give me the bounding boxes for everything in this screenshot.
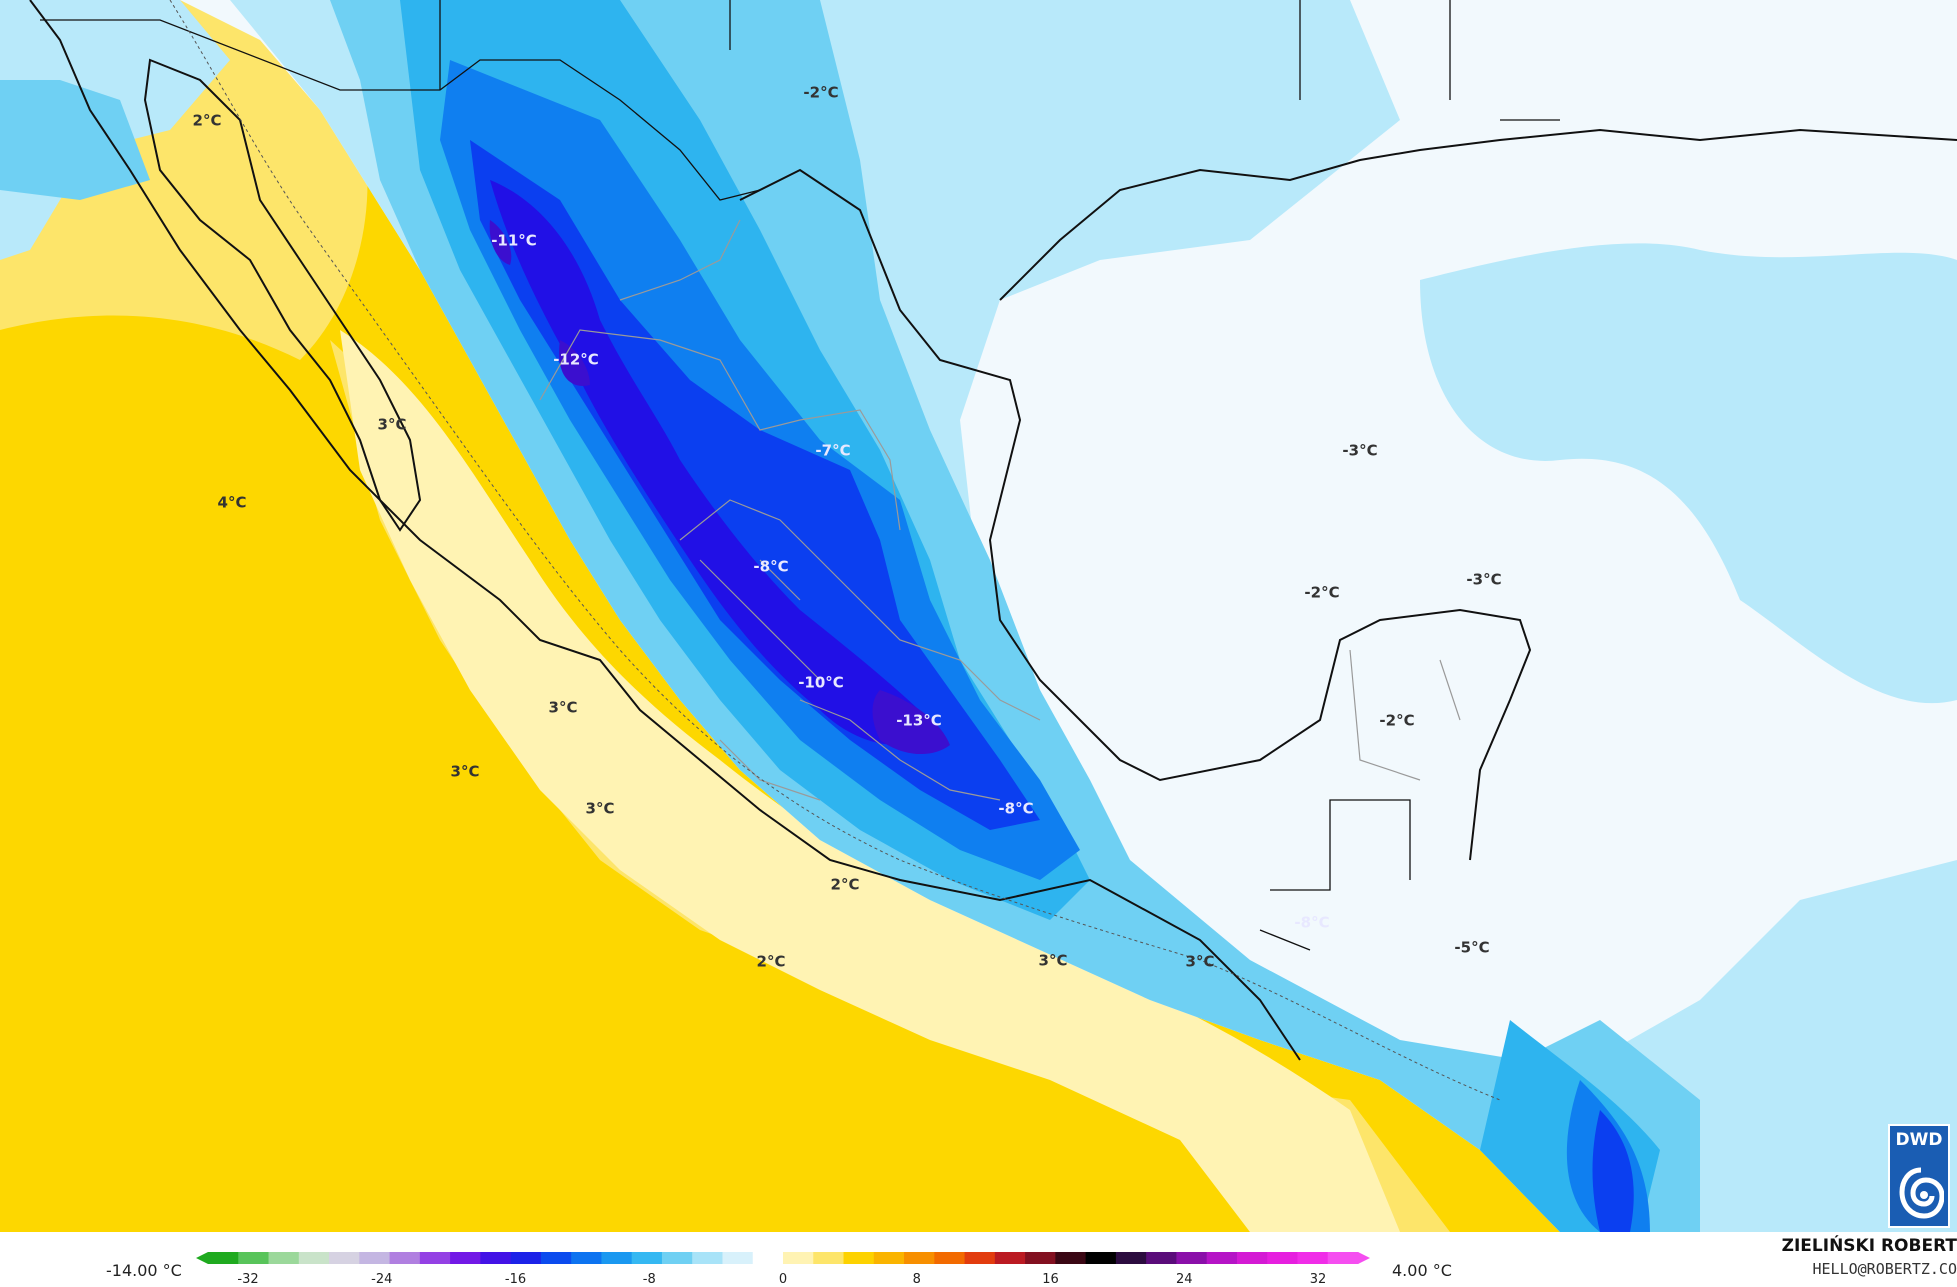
cold-field-5 — [440, 60, 1650, 1232]
temperature-label: -8°C — [1294, 914, 1329, 932]
temperature-label: 2°C — [757, 953, 786, 971]
mexico-state-borders — [539, 219, 1461, 801]
map-canvas: 2°C -2°C -11°C -12°C 3°C 4°C -7°C -3°C -8°C -2°C -… — [0, 0, 1957, 1232]
color-scale-swatch — [359, 1252, 391, 1264]
scale-tick-label: -24 — [371, 1272, 393, 1287]
temperature-label: -5°C — [1454, 939, 1489, 957]
temperature-label: -8°C — [998, 800, 1033, 818]
temperature-label: -10°C — [798, 674, 844, 692]
legend-max-label: 4.00 °C — [1392, 1261, 1452, 1280]
temperature-label: -3°C — [1342, 442, 1377, 460]
cold-core — [489, 220, 950, 755]
color-scale-swatch — [540, 1252, 572, 1264]
temperature-label: -2°C — [1379, 712, 1414, 730]
temperature-label: 3°C — [549, 699, 578, 717]
temperature-label: 3°C — [378, 416, 407, 434]
cold-field-7 — [490, 180, 940, 745]
color-scale-swatch — [1176, 1252, 1208, 1264]
color-scale-swatch — [298, 1252, 330, 1264]
color-scale-swatch — [783, 1252, 814, 1264]
temperature-label: -7°C — [815, 442, 850, 460]
scale-tick-label: 32 — [1309, 1272, 1327, 1287]
color-scale-swatch — [1025, 1252, 1056, 1264]
scale-tick-label: 24 — [1175, 1272, 1193, 1287]
color-scale-swatch — [1085, 1252, 1117, 1264]
scale-tick-label: 0 — [778, 1272, 788, 1287]
color-scale-swatch — [1297, 1252, 1329, 1264]
color-scale-swatch — [208, 1252, 239, 1264]
color-scale-swatch — [1236, 1252, 1268, 1264]
color-scale-swatch — [692, 1252, 723, 1264]
dwd-swirl-icon — [1899, 1167, 1944, 1219]
author-credit: ZIELIŃSKI ROBERT HELLO@ROBERTZ.CO — [1782, 1236, 1957, 1278]
cold-field-6 — [470, 140, 1634, 1232]
color-scale-swatch — [510, 1252, 542, 1264]
temperature-label: 3°C — [451, 763, 480, 781]
color-scale-swatch — [904, 1252, 935, 1264]
color-scale-swatch — [450, 1252, 481, 1264]
us-mexico-border — [40, 19, 761, 201]
temperature-label: 3°C — [1186, 953, 1215, 971]
author-email: HELLO@ROBERTZ.CO — [1812, 1260, 1957, 1278]
temperature-label: -8°C — [753, 558, 788, 576]
us-gulf-coastline — [999, 128, 1957, 301]
scale-tick-label: -16 — [504, 1272, 527, 1287]
dwd-logo-text: DWD — [1895, 1130, 1943, 1150]
color-scale-swatch — [1146, 1252, 1177, 1264]
color-scale-swatch — [1206, 1252, 1238, 1264]
temperature-label: 2°C — [831, 876, 860, 894]
color-scale-swatch — [873, 1252, 905, 1264]
warm-light-field — [340, 330, 1400, 1232]
temperature-label: -2°C — [803, 84, 838, 102]
color-scale-swatch — [1267, 1252, 1298, 1264]
temperature-labels: 2°C -2°C -11°C -12°C 3°C 4°C -7°C -3°C -8°C -2°C -… — [193, 84, 1502, 971]
temperature-label: -12°C — [553, 351, 599, 369]
central-america-border — [1259, 799, 1411, 951]
scale-min-arrow — [196, 1252, 208, 1264]
us-state-borders — [439, 0, 1560, 121]
color-scale-swatch — [1115, 1252, 1147, 1264]
author-name: ZIELIŃSKI ROBERT — [1781, 1236, 1957, 1256]
scale-max-arrow — [1358, 1252, 1370, 1264]
temperature-label: 3°C — [586, 800, 615, 818]
color-scale-swatch — [752, 1252, 784, 1264]
color-scale-swatch — [843, 1252, 875, 1264]
color-scale-swatch — [661, 1252, 693, 1264]
color-scale-swatch — [994, 1252, 1026, 1264]
color-scale-swatch — [389, 1252, 421, 1264]
color-scale-swatch — [1055, 1252, 1087, 1264]
color-scale-swatch — [571, 1252, 602, 1264]
temperature-anomaly-map: 2°C -2°C -11°C -12°C 3°C 4°C -7°C -3°C -8°C -2°C -… — [0, 0, 1957, 1232]
dwd-logo: DWD — [1888, 1124, 1950, 1228]
scale-tick-label: 8 — [912, 1272, 921, 1287]
temperature-label: 2°C — [193, 112, 222, 130]
color-scale-bar — [196, 1252, 1370, 1264]
color-scale-swatch — [722, 1252, 754, 1264]
scale-tick-label: -8 — [642, 1272, 656, 1287]
baja-peninsula-coastline — [143, 58, 422, 532]
color-scale-swatch — [631, 1252, 663, 1264]
temperature-label: -13°C — [896, 712, 942, 730]
pacific-coastline — [29, 0, 1301, 1061]
scale-tick-label: 16 — [1042, 1272, 1059, 1287]
legend-min-label: -14.00 °C — [106, 1261, 182, 1280]
color-scale-swatch — [813, 1252, 845, 1264]
color-scale-swatch — [419, 1252, 451, 1264]
temperature-label: -2°C — [1304, 584, 1339, 602]
color-scale-swatch — [329, 1252, 360, 1264]
temperature-label: -3°C — [1466, 571, 1501, 589]
temperature-label: -11°C — [491, 232, 537, 250]
temperature-label: 3°C — [1039, 952, 1068, 970]
color-scale-swatch — [268, 1252, 300, 1264]
color-scale-swatch — [1327, 1252, 1359, 1264]
color-scale-swatch — [934, 1252, 966, 1264]
gulf-coastline — [739, 168, 1532, 861]
color-scale-swatch — [964, 1252, 996, 1264]
color-scale-swatch — [238, 1252, 270, 1264]
color-scale-swatch — [601, 1252, 633, 1264]
color-scale-swatch — [480, 1252, 512, 1264]
temperature-label: 4°C — [218, 494, 247, 512]
scale-tick-label: -32 — [237, 1272, 259, 1287]
